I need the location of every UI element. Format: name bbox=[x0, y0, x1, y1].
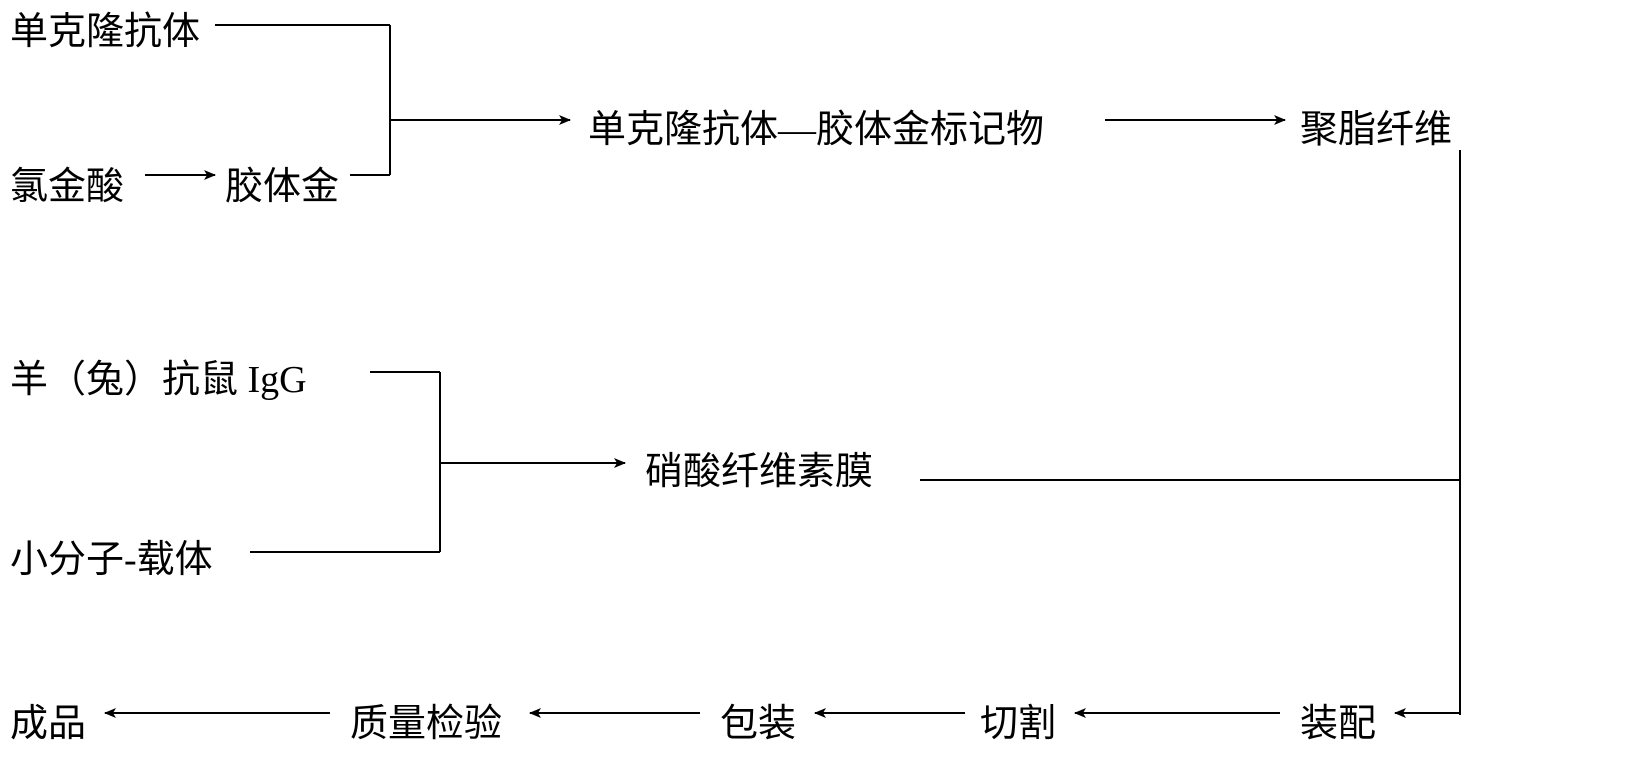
node-chloroauric-acid: 氯金酸 bbox=[10, 155, 124, 210]
node-assembly: 装配 bbox=[1300, 692, 1376, 747]
node-packaging: 包装 bbox=[720, 692, 796, 747]
flowchart-stage: 单克隆抗体 氯金酸 胶体金 单克隆抗体—胶体金标记物 聚脂纤维 羊（兔）抗鼠 I… bbox=[0, 0, 1648, 757]
node-mab-gold-label: 单克隆抗体—胶体金标记物 bbox=[588, 98, 1044, 153]
node-polyester-fiber: 聚脂纤维 bbox=[1300, 98, 1452, 153]
node-colloidal-gold: 胶体金 bbox=[225, 155, 339, 210]
node-goat-rabbit-igg: 羊（兔）抗鼠 IgG bbox=[10, 348, 307, 403]
node-nitrocellulose-membrane: 硝酸纤维素膜 bbox=[645, 440, 873, 495]
node-finished-product: 成品 bbox=[10, 692, 86, 747]
node-monoclonal-antibody: 单克隆抗体 bbox=[10, 0, 200, 55]
node-quality-inspection: 质量检验 bbox=[350, 692, 502, 747]
node-small-molecule-carrier: 小分子-载体 bbox=[10, 528, 213, 583]
node-cutting: 切割 bbox=[980, 692, 1056, 747]
